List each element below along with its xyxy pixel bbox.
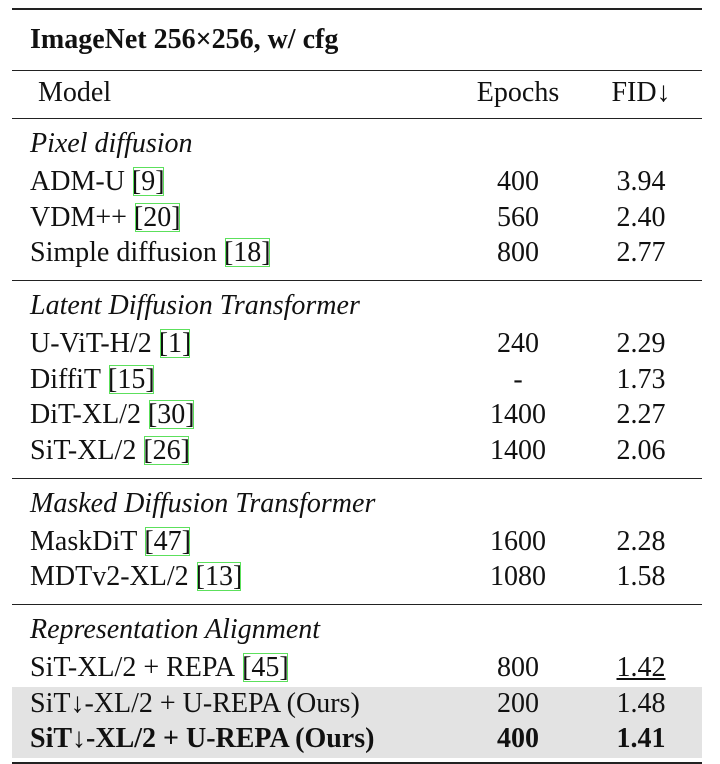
epochs: 200 [497,687,539,719]
epochs: 1080 [490,561,546,592]
model-name: U-ViT-H/2 [1] [30,326,191,362]
fid: 1.58 [616,561,666,592]
citation[interactable]: [9] [131,166,165,197]
fid: 3.94 [616,166,666,197]
epochs: 800 [497,652,539,683]
column-header: Model [38,77,112,108]
model-name: U-ViT-H/2 [30,328,152,359]
model-name: DiT-XL/2 [30] [30,397,195,433]
citation[interactable]: [20] [133,201,181,233]
fid: 1.41 [616,723,666,754]
group-label: Pixel diffusion [30,128,193,159]
epochs: 1400 [490,434,546,466]
epochs: 560 [497,201,539,233]
epochs: - [513,363,523,395]
fid: 2.29 [616,328,666,359]
model-name: SiT-XL/2 + REPA [30,652,236,683]
model-name: SiT-XL/2 [26] [30,433,190,469]
rule [12,70,702,71]
fid: 1.48 [616,687,666,719]
fid: 2.06 [616,434,666,466]
model-name: MDTv2-XL/2 [13] [30,559,242,595]
model-name: MaskDiT [47] [30,524,191,560]
rule [12,477,702,479]
model-name: SiT-XL/2 [30,434,137,466]
rule [12,118,702,119]
model-name: SiT-XL/2 + REPA [45] [30,650,289,686]
model-name: SiT↓-XL/2 + U-REPA (Ours) [30,687,360,719]
rule [12,280,702,281]
rule [12,8,702,10]
citation[interactable]: [18] [223,237,271,268]
column-header: Epochs [476,77,560,108]
epochs: 1600 [490,525,546,557]
epochs: 400 [497,166,539,197]
model-name: DiffiT [15] [30,362,155,398]
row-highlight [12,722,702,758]
model-name: MaskDiT [30,525,138,557]
fid: 2.28 [616,525,666,557]
model-name: ADM-U [9] [30,164,165,200]
row-highlight [12,686,702,723]
model-name: ADM-U [30,166,125,197]
epochs: 400 [497,723,539,754]
fid: 2.40 [616,201,666,233]
epochs: 240 [497,328,539,359]
column-header: FID↓ [611,77,671,108]
epochs: 1400 [490,399,546,430]
group-label: Masked Diffusion Transformer [30,487,376,519]
citation[interactable]: [45] [242,652,289,683]
fid: 1.73 [616,363,666,395]
model-name: DiT-XL/2 [30,399,141,430]
citation[interactable]: [26] [143,434,190,466]
model-name: VDM++ [20] [30,200,181,236]
citation[interactable]: [13] [195,561,243,592]
fid: 2.27 [616,399,666,430]
model-name: Simple diffusion [30,237,217,268]
rule [12,762,702,764]
model-name: Simple diffusion [18] [30,235,271,271]
group-label: Latent Diffusion Transformer [30,290,360,321]
citation[interactable]: [30] [147,399,195,430]
epochs: 800 [497,237,539,268]
fid: 2.77 [616,237,666,268]
citation[interactable]: [1] [158,328,192,359]
citation[interactable]: [15] [108,363,155,395]
model-name: DiffiT [30,363,102,395]
citation[interactable]: [47] [144,525,191,557]
group-label: Representation Alignment [30,614,321,645]
model-name: SiT↓-XL/2 + U-REPA (Ours) [30,723,375,754]
model-name: MDTv2-XL/2 [30,561,189,592]
table-title: ImageNet 256×256, w/ cfg [30,24,339,55]
model-name: VDM++ [30,201,127,233]
rule [12,604,702,605]
fid: 1.42 [616,652,666,683]
